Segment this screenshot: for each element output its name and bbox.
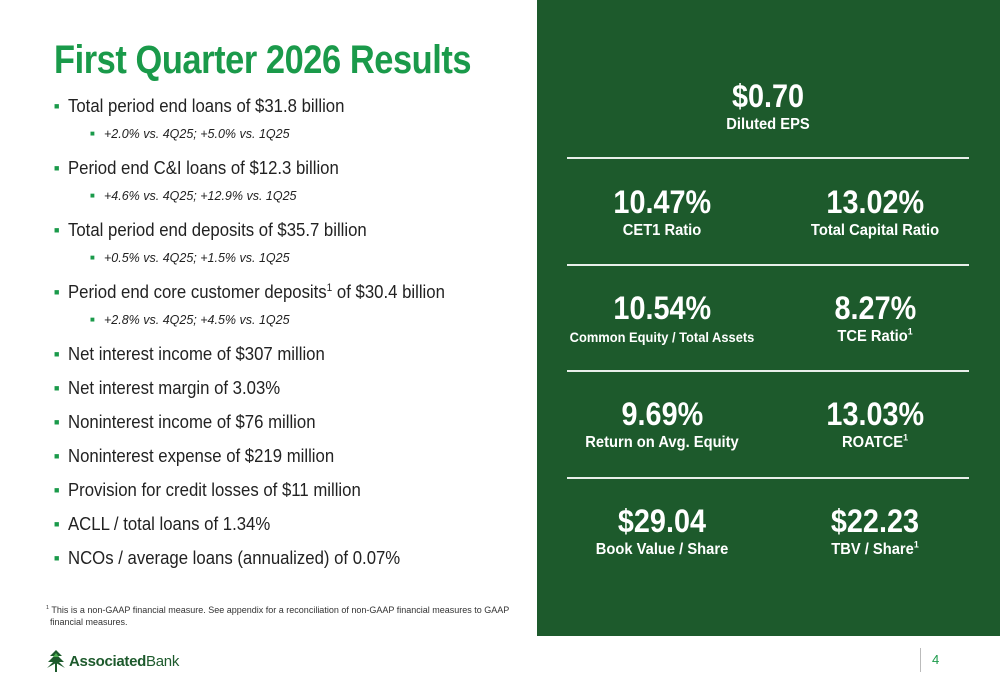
list-item: ■ Total period end loans of $31.8 billion [54,96,345,116]
list-item-sub: ■ +2.8% vs. 4Q25; +4.5% vs. 1Q25 [90,313,290,327]
bullet-square-icon: ■ [54,553,60,563]
metric-book-value-per-share: $29.04 Book Value / Share [595,503,729,558]
bullet-square-icon: ■ [54,349,60,359]
divider [567,157,969,159]
metric-cet1-ratio: 10.47% CET1 Ratio [613,184,711,239]
list-item-sub: ■ +2.0% vs. 4Q25; +5.0% vs. 1Q25 [90,127,290,141]
metric-tbv-per-share: $22.23 TBV / Share1 [830,503,920,558]
page-title: First Quarter 2026 Results [54,38,472,82]
page-number: 4 [932,652,940,667]
brand-logo: Associated Bank [46,648,179,674]
metric-roatce: 13.03% ROATCE1 [826,396,924,451]
bullet-square-icon: ■ [54,287,60,297]
metrics-panel: $0.70 Diluted EPS 10.47% CET1 Ratio 13.0… [537,0,1000,636]
list-item: ■ Net interest income of $307 million [54,344,325,364]
list-item-sub: ■ +0.5% vs. 4Q25; +1.5% vs. 1Q25 [90,251,290,265]
divider [567,477,969,479]
divider [567,264,969,266]
list-item: ■ Total period end deposits of $35.7 bill… [54,220,367,240]
bullet-square-icon: ■ [54,417,60,427]
bullet-square-icon: ■ [54,101,60,111]
results-bullet-list: ■ Total period end loans of $31.8 billion… [54,96,524,582]
bullet-square-icon: ■ [54,383,60,393]
bullet-square-icon: ■ [90,191,95,200]
bullet-square-icon: ■ [90,253,95,262]
bullet-square-icon: ■ [90,129,95,138]
list-item: ■ Net interest margin of 3.03% [54,378,281,398]
divider [567,370,969,372]
list-item: ■ Noninterest expense of $219 million [54,446,335,466]
metric-common-equity: 10.54% Common Equity / Total Assets [569,290,755,345]
footnote: 1 This is a non-GAAP financial measure. … [46,605,510,627]
page-number-divider [920,648,921,672]
bullet-square-icon: ■ [54,225,60,235]
metric-return-on-equity: 9.69% Return on Avg. Equity [585,396,739,451]
metric-total-capital-ratio: 13.02% Total Capital Ratio [810,184,940,239]
bullet-square-icon: ■ [54,451,60,461]
list-item: ■ NCOs / average loans (annualized) of 0.… [54,548,401,568]
bullet-square-icon: ■ [54,485,60,495]
slide-footer: Associated Bank 4 [0,636,1000,685]
bullet-square-icon: ■ [90,315,95,324]
list-item: ■ Noninterest income of $76 million [54,412,316,432]
metric-diluted-eps: $0.70 Diluted EPS [726,78,810,133]
metric-tce-ratio: 8.27% TCE Ratio1 [834,290,916,345]
list-item: ■ Provision for credit losses of $11 mill… [54,480,361,500]
list-item: ■ ACLL / total loans of 1.34% [54,514,271,534]
list-item: ■ Period end C&I loans of $12.3 billion [54,158,339,178]
associated-bank-logo-mark-icon [47,650,65,672]
list-item-sub: ■ +4.6% vs. 4Q25; +12.9% vs. 1Q25 [90,189,297,203]
bullet-square-icon: ■ [54,519,60,529]
bullet-square-icon: ■ [54,163,60,173]
list-item: ■ Period end core customer deposits1 of $… [54,282,445,302]
